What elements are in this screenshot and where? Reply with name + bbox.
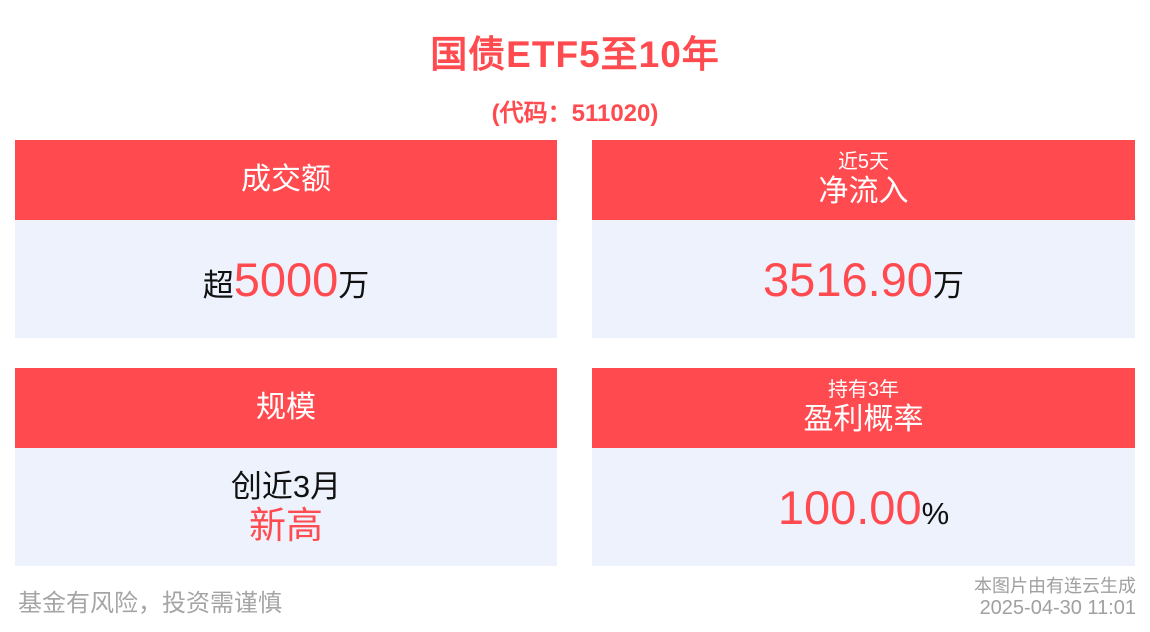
- value-main: 100.00: [777, 480, 922, 534]
- card-scale: 规模 创近3月 新高: [15, 368, 557, 566]
- fund-code-subtitle: (代码：511020): [491, 100, 659, 127]
- card-turnover-body: 超 5000 万: [15, 220, 557, 338]
- card-header-main-label: 盈利概率: [803, 403, 924, 436]
- card-net-inflow-value: 3516.90 万: [763, 252, 964, 307]
- value-suffix: 万: [932, 267, 964, 303]
- page-title: 国债ETF5至10年: [430, 34, 720, 75]
- card-turnover: 成交额 超 5000 万: [15, 140, 557, 338]
- value-line2: 新高: [249, 504, 323, 546]
- risk-disclaimer: 基金有风险，投资需谨慎: [18, 590, 282, 617]
- generation-timestamp: 2025-04-30 11:01: [979, 597, 1136, 619]
- card-header-main-label: 成交额: [241, 163, 331, 196]
- value-main: 5000: [233, 252, 339, 306]
- card-profit-probability: 持有3年 盈利概率 100.00%: [592, 368, 1135, 566]
- card-turnover-header: 成交额: [15, 140, 557, 220]
- value-line1: 创近3月: [230, 468, 342, 504]
- card-header-main-label: 规模: [256, 391, 316, 424]
- card-net-inflow-body: 3516.90 万: [592, 220, 1135, 338]
- card-net-inflow-header: 近5天 净流入: [592, 140, 1135, 220]
- card-scale-header: 规模: [15, 368, 557, 448]
- value-suffix: %: [921, 495, 950, 531]
- card-profit-probability-body: 100.00%: [592, 448, 1135, 566]
- card-header-small-label: 持有3年: [827, 379, 900, 401]
- generation-info: 本图片由有连云生成 2025-04-30 11:01: [974, 575, 1136, 620]
- card-scale-body: 创近3月 新高: [15, 448, 557, 566]
- value-prefix: 超: [202, 267, 234, 303]
- card-header-small-label: 近5天: [837, 151, 890, 173]
- card-profit-probability-header: 持有3年 盈利概率: [592, 368, 1135, 448]
- card-header-main-label: 净流入: [818, 175, 909, 208]
- card-turnover-value: 超 5000 万: [203, 252, 370, 307]
- card-profit-probability-value: 100.00%: [778, 480, 949, 535]
- card-net-inflow: 近5天 净流入 3516.90 万: [592, 140, 1135, 338]
- stats-grid: 成交额 超 5000 万 近5天 净流入 3516.90 万 规模 创近3月 新高: [15, 140, 1135, 566]
- source-credit: 本图片由有连云生成: [974, 576, 1136, 596]
- value-main: 3516.90: [763, 252, 933, 306]
- card-scale-value: 创近3月 新高: [231, 468, 341, 547]
- value-suffix: 万: [338, 267, 370, 303]
